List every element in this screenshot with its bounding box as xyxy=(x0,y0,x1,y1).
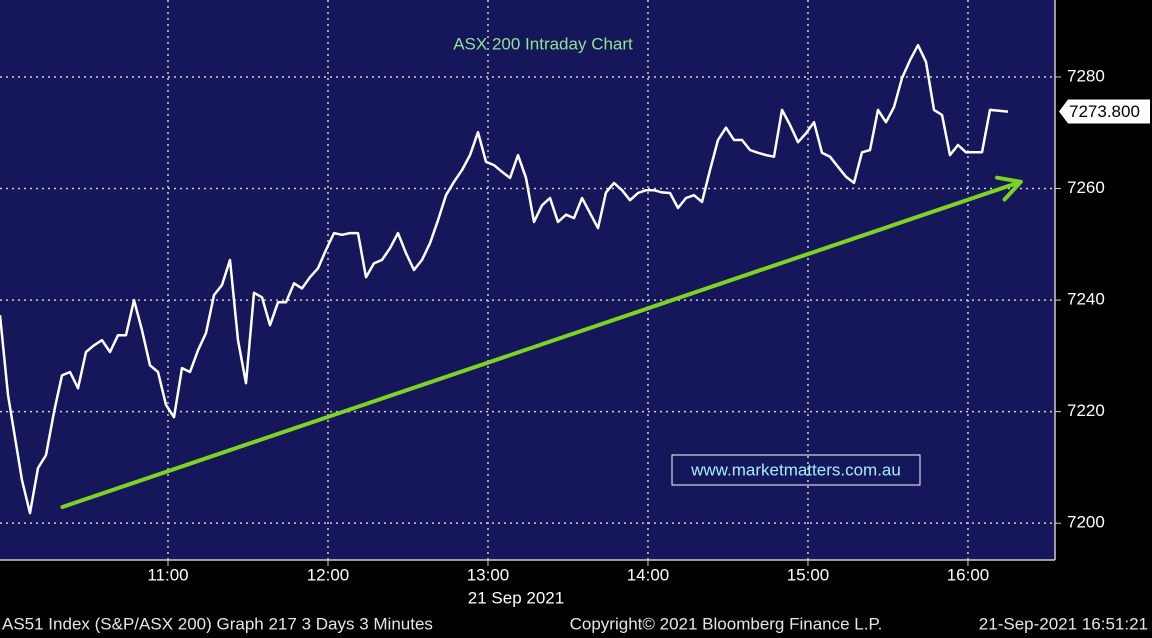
price-tag xyxy=(1059,99,1150,124)
watermark: www.marketmatters.com.au xyxy=(690,460,901,479)
x-tick-label: 11:00 xyxy=(147,565,188,584)
y-tick-label: 7220 xyxy=(1067,401,1105,420)
watermark-box xyxy=(671,454,921,486)
y-tick-label: 7260 xyxy=(1067,178,1105,197)
price-tag-label: 7273.800 xyxy=(1069,102,1140,121)
x-tick-label: 12:00 xyxy=(307,565,350,584)
x-tick-label: 15:00 xyxy=(787,565,830,584)
price-line xyxy=(0,43,1009,515)
footer-left: AS51 Index (S&P/ASX 200) Graph 217 3 Day… xyxy=(2,614,433,633)
x-axis-label: 21 Sep 2021 xyxy=(468,588,564,607)
y-tick-label: 7240 xyxy=(1067,290,1105,309)
footer-right: 21-Sep-2021 16:51:21 xyxy=(979,614,1148,633)
trend-arrow xyxy=(60,179,1023,510)
chart-title: ASX 200 Intraday Chart xyxy=(453,34,633,53)
footer-center: Copyright© 2021 Bloomberg Finance L.P. xyxy=(570,614,883,633)
y-tick-label: 7200 xyxy=(1067,513,1105,532)
x-tick-label: 16:00 xyxy=(947,565,990,584)
x-tick-label: 14:00 xyxy=(627,565,670,584)
trend-arrow-head xyxy=(995,175,1023,202)
y-tick-label: 7280 xyxy=(1067,66,1105,85)
x-tick-label: 13:00 xyxy=(467,565,510,584)
